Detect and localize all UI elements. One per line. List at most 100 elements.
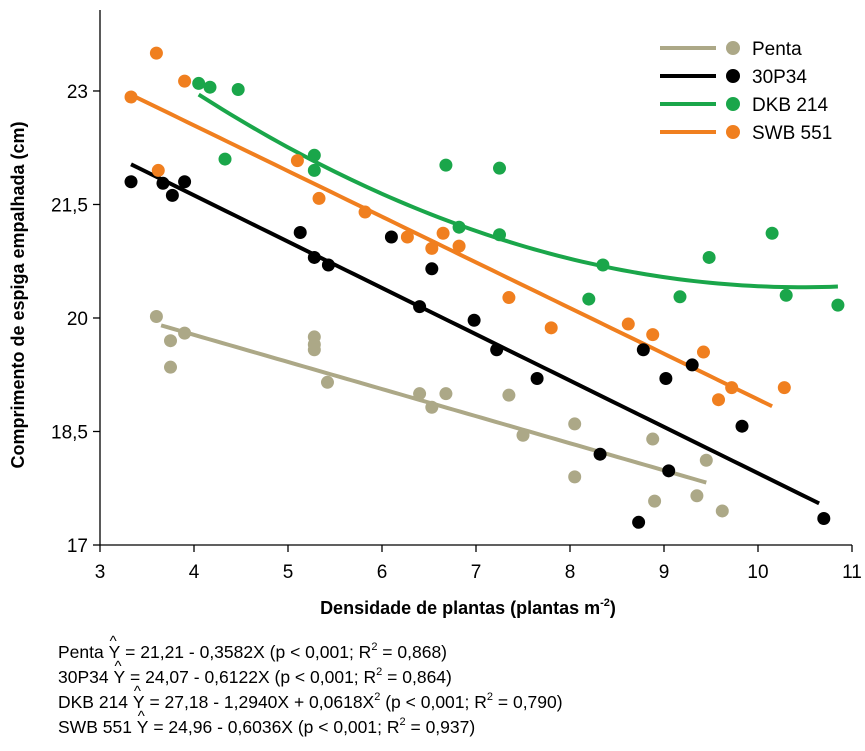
y-tick-label: 20 <box>67 309 88 330</box>
point-penta <box>568 417 582 431</box>
point-30p34 <box>735 419 749 433</box>
point-swb-551 <box>124 90 138 104</box>
point-dkb-214 <box>439 158 453 172</box>
point-penta <box>516 428 530 442</box>
equation-yhat: Y <box>133 679 145 715</box>
point-penta <box>413 387 427 401</box>
point-swb-551 <box>312 191 326 205</box>
point-penta <box>307 343 321 357</box>
equation-dkb-214: DKB 214 Y = 27,18 - 1,2940X + 0,0618X2 (… <box>58 679 563 715</box>
point-30p34 <box>384 230 398 244</box>
point-penta <box>568 470 582 484</box>
equation-name: DKB 214 <box>58 692 133 712</box>
equation-name: Penta <box>58 642 109 662</box>
point-penta <box>320 375 334 389</box>
point-swb-551 <box>178 74 192 88</box>
point-dkb-214 <box>452 220 466 234</box>
legend-item-30p34: 30P34 <box>660 67 807 88</box>
point-swb-551 <box>696 345 710 359</box>
x-tick-label: 7 <box>471 562 482 583</box>
legend-label-30p34: 30P34 <box>752 67 807 88</box>
point-dkb-214 <box>673 290 687 304</box>
point-30p34 <box>685 358 699 372</box>
equation-superscript: 2 <box>371 641 378 653</box>
point-dkb-214 <box>493 161 506 175</box>
x-tick-label: 5 <box>283 562 294 583</box>
y-tick-label: 21,5 <box>51 195 88 216</box>
point-dkb-214 <box>218 152 232 166</box>
equation-r2-value: = 0,864) <box>382 667 452 687</box>
equation-swb-551: SWB 551 Y = 24,96 - 0,6036X (p < 0,001; … <box>58 704 563 740</box>
point-swb-551 <box>777 381 791 395</box>
point-30p34 <box>593 447 607 461</box>
point-penta <box>502 388 516 402</box>
point-swb-551 <box>452 239 466 253</box>
point-penta <box>178 326 192 340</box>
point-dkb-214 <box>307 163 321 177</box>
equation-r2-value: = 0,790) <box>493 692 563 712</box>
point-dkb-214 <box>582 292 596 306</box>
point-swb-551 <box>544 321 558 335</box>
point-30p34 <box>490 343 504 357</box>
fit-line-swb-551 <box>130 92 773 409</box>
point-penta <box>646 432 660 446</box>
x-axis-title-main: Densidade de plantas (plantas m <box>320 598 600 618</box>
point-penta <box>439 387 453 401</box>
point-dkb-214 <box>702 250 716 264</box>
point-30p34 <box>293 225 307 239</box>
x-tick-label: 10 <box>747 562 768 583</box>
point-dkb-214 <box>831 298 845 312</box>
point-dkb-214 <box>192 76 206 90</box>
point-dkb-214 <box>596 258 610 272</box>
x-tick-label: 9 <box>659 562 670 583</box>
equation-body: = 24,07 - 0,6122X (p < 0,001; R <box>125 667 377 687</box>
equation-superscript: 2 <box>399 716 406 728</box>
point-30p34 <box>124 175 138 189</box>
scatter-chart: 3 4 5 6 7 8 9 10 11 17 18,5 20 21,5 23 Penta 30P34 DKB… <box>8 10 862 618</box>
point-penta <box>164 360 177 374</box>
equation-superscript: 2 <box>374 691 381 703</box>
point-30p34 <box>659 372 673 386</box>
y-ticks: 17 18,5 20 21,5 23 <box>51 82 100 557</box>
equation-r2-value: = 0,868) <box>377 642 448 662</box>
point-swb-551 <box>358 205 372 219</box>
legend-marker-swb-551 <box>726 125 740 139</box>
regression-equations: Penta Y = 21,21 - 0,3582X (p < 0,001; R2… <box>58 629 563 740</box>
point-30p34 <box>165 188 179 202</box>
x-tick-label: 11 <box>842 562 862 583</box>
point-dkb-214 <box>779 288 793 302</box>
equation-penta: Penta Y = 21,21 - 0,3582X (p < 0,001; R2… <box>58 629 563 665</box>
point-swb-551 <box>149 46 163 60</box>
legend-item-penta: Penta <box>660 39 802 60</box>
x-tick-label: 8 <box>565 562 576 583</box>
point-swb-551 <box>425 241 439 255</box>
data-points <box>124 46 845 529</box>
x-tick-label: 6 <box>377 562 388 583</box>
x-ticks: 3 4 5 6 7 8 9 10 11 <box>95 545 862 583</box>
legend-marker-penta <box>726 41 740 55</box>
point-swb-551 <box>290 154 304 168</box>
point-30p34 <box>632 515 646 529</box>
point-dkb-214 <box>493 228 506 242</box>
point-30p34 <box>307 250 321 264</box>
point-penta <box>690 489 704 503</box>
point-swb-551 <box>151 163 165 177</box>
legend-item-swb-551: SWB 551 <box>660 123 832 144</box>
x-tick-label: 3 <box>95 562 106 583</box>
point-30p34 <box>817 512 831 526</box>
legend-marker-dkb-214 <box>726 97 740 111</box>
point-swb-551 <box>646 328 660 342</box>
point-30p34 <box>425 262 439 276</box>
point-30p34 <box>636 343 650 357</box>
legend: Penta 30P34 DKB 214 SWB 551 <box>660 39 832 144</box>
point-30p34 <box>156 176 170 190</box>
point-30p34 <box>413 300 427 314</box>
point-penta <box>648 494 662 508</box>
equation-body: = 24,96 - 0,6036X (p < 0,001; R <box>148 717 400 737</box>
legend-item-dkb-214: DKB 214 <box>660 95 828 116</box>
x-axis-title: Densidade de plantas (plantas m-2) <box>320 597 616 618</box>
point-30p34 <box>178 175 192 189</box>
point-penta <box>164 334 177 348</box>
y-tick-label: 18,5 <box>51 422 88 443</box>
x-tick-label: 4 <box>189 562 200 583</box>
